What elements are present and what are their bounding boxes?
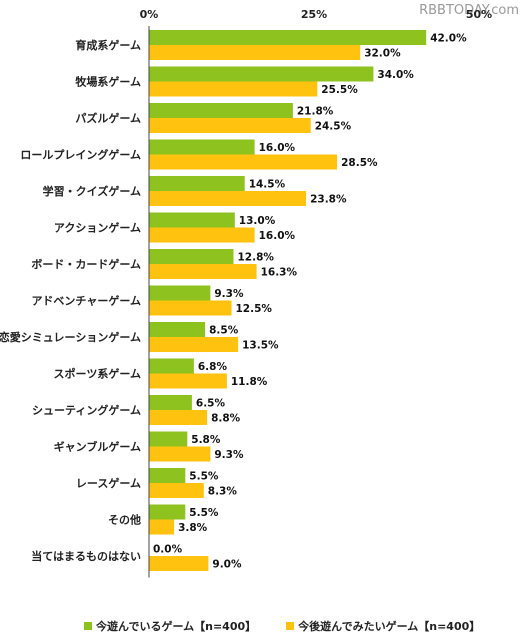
bar-current: [149, 103, 293, 118]
legend-swatch-future: [286, 622, 295, 630]
x-tick-label: 25%: [301, 8, 327, 21]
legend-item-future: 今後遊んでみたいゲーム【n=400】: [286, 618, 480, 634]
data-label: 8.5%: [209, 325, 239, 337]
bar-current: [149, 468, 186, 483]
data-label: 14.5%: [249, 179, 286, 191]
category-label: アクションゲーム: [54, 221, 141, 235]
bar-future: [149, 154, 338, 170]
data-label: 28.5%: [341, 157, 378, 169]
data-label: 6.8%: [198, 361, 228, 373]
data-label: 12.8%: [237, 252, 274, 264]
category-label: ボード・カードゲーム: [31, 257, 141, 271]
bar-future: [149, 300, 232, 316]
category-label: その他: [108, 513, 141, 527]
legend-label-future: 今後遊んでみたいゲーム【n=400】: [298, 620, 481, 633]
data-label: 23.8%: [310, 194, 347, 206]
bar-current: [149, 285, 211, 301]
legend-swatch-current: [84, 622, 92, 630]
data-label: 11.8%: [231, 376, 268, 388]
bar-future: [149, 191, 307, 206]
bar-future: [149, 556, 209, 571]
data-label: 9.3%: [214, 449, 244, 461]
bar-current: [149, 212, 235, 228]
bars: [149, 30, 427, 571]
bar-future: [149, 81, 318, 97]
data-label: 6.5%: [196, 398, 226, 410]
data-label: 0.0%: [153, 544, 183, 556]
category-label: レースゲーム: [76, 476, 141, 490]
bar-current: [149, 139, 255, 155]
x-tick-label: 50%: [466, 8, 492, 21]
category-label: 恋愛シミュレーションゲーム: [0, 330, 141, 344]
data-label: 8.8%: [211, 413, 241, 425]
bar-current: [149, 249, 234, 264]
data-label: 25.5%: [321, 84, 358, 96]
category-labels: 育成系ゲーム牧場系ゲームパズルゲームロールプレイングゲーム学習・クイズゲームアク…: [0, 38, 141, 563]
category-label: 育成系ゲーム: [75, 38, 141, 52]
bar-future: [149, 519, 175, 535]
data-label: 3.8%: [178, 522, 208, 534]
data-labels: 42.0% 32.0% 34.0% 25.5% 21.8% 24.5% 16.0% 28.5%…: [153, 33, 467, 571]
legend-item-current: 今遊んでいるゲーム【n=400】: [84, 618, 256, 634]
watermark: RBBTODAY.com: [419, 3, 519, 18]
data-label: 16.3%: [261, 267, 298, 279]
x-axis-ticks: 0% 25% 50%: [140, 8, 493, 21]
bar-current: [149, 358, 194, 374]
data-label: 9.0%: [212, 559, 242, 571]
bar-future: [149, 337, 239, 352]
x-tick-label: 0%: [140, 8, 159, 21]
category-label: スポーツ系ゲーム: [54, 367, 141, 381]
data-label: 24.5%: [315, 121, 352, 133]
category-label: アドベンチャーゲーム: [31, 294, 141, 308]
category-label: パズルゲーム: [75, 111, 141, 125]
bar-current: [149, 66, 374, 82]
bar-future: [149, 410, 208, 425]
data-label: 16.0%: [259, 142, 296, 154]
data-label: 5.8%: [191, 434, 221, 446]
category-label: 学習・クイズゲーム: [43, 184, 141, 198]
category-label: 当てはまるものはない: [31, 549, 141, 563]
bar-future: [149, 227, 255, 243]
data-label: 13.0%: [239, 215, 276, 227]
bar-current: [149, 504, 186, 520]
category-label: ギャンブルゲーム: [54, 440, 141, 454]
bar-current: [149, 322, 206, 337]
category-label: ロールプレイングゲーム: [20, 148, 141, 162]
legend-label-current: 今遊んでいるゲーム【n=400】: [96, 620, 257, 633]
data-label: 16.0%: [259, 230, 296, 242]
data-label: 9.3%: [214, 288, 244, 300]
data-label: 13.5%: [242, 340, 279, 352]
bar-future: [149, 483, 204, 498]
data-label: 34.0%: [377, 69, 414, 81]
data-label: 42.0%: [430, 33, 467, 45]
bar-current: [149, 431, 188, 447]
data-label: 32.0%: [364, 48, 401, 60]
bar-current: [149, 395, 192, 410]
category-label: シューティングゲーム: [32, 403, 141, 417]
data-label: 21.8%: [297, 106, 334, 118]
bar-current: [149, 30, 427, 45]
data-label: 12.5%: [236, 303, 273, 315]
category-label: 牧場系ゲーム: [75, 75, 141, 89]
bar-future: [149, 45, 361, 60]
bar-future: [149, 373, 227, 389]
data-label: 5.5%: [189, 471, 219, 483]
bar-future: [149, 264, 257, 279]
data-label: 8.3%: [208, 486, 238, 498]
bar-current: [149, 176, 245, 191]
bar-future: [149, 118, 311, 133]
bar-future: [149, 446, 211, 462]
data-label: 5.5%: [189, 507, 219, 519]
legend: 今遊んでいるゲーム【n=400】 今後遊んでみたいゲーム【n=400】: [84, 618, 480, 634]
